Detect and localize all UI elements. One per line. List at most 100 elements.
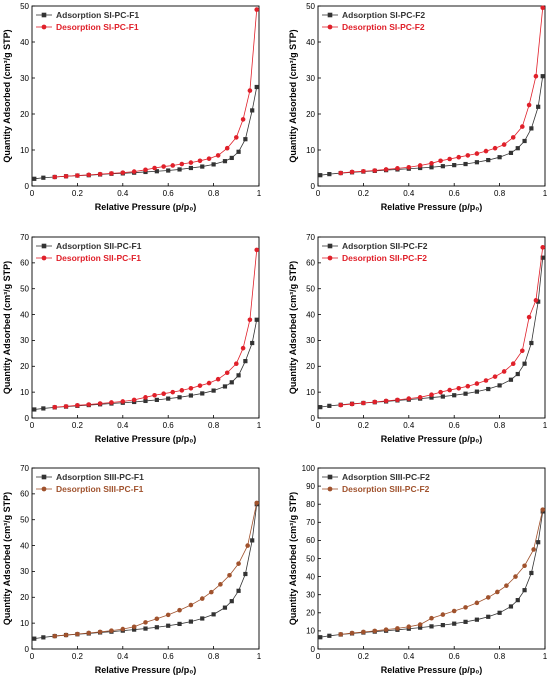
y-tick-label: 10 bbox=[306, 627, 315, 636]
data-point bbox=[438, 158, 443, 164]
data-point bbox=[406, 396, 412, 401]
data-point bbox=[152, 392, 157, 398]
y-tick-label: 50 bbox=[306, 2, 315, 11]
data-point bbox=[132, 627, 137, 632]
data-point bbox=[531, 547, 536, 552]
legend-entry: Adsorption SIII-PC-F2 bbox=[342, 472, 430, 482]
data-point bbox=[179, 161, 185, 167]
data-point bbox=[529, 126, 534, 131]
legend-entry: Desorption SI-PC-F2 bbox=[342, 22, 425, 32]
y-tick-label: 40 bbox=[20, 541, 29, 550]
x-axis-title: Relative Pressure (p/p₀) bbox=[95, 434, 197, 444]
data-point bbox=[250, 108, 255, 113]
legend-marker bbox=[327, 24, 333, 30]
data-point bbox=[222, 159, 228, 164]
data-point bbox=[522, 361, 527, 366]
data-point bbox=[474, 381, 480, 386]
data-point bbox=[229, 155, 234, 161]
data-point bbox=[188, 385, 194, 391]
data-point bbox=[520, 124, 525, 129]
data-point bbox=[188, 165, 193, 171]
data-point bbox=[536, 104, 541, 109]
data-point bbox=[229, 599, 234, 604]
data-point bbox=[465, 383, 471, 389]
data-point bbox=[383, 398, 389, 404]
legend-marker bbox=[41, 243, 47, 249]
series-line bbox=[34, 504, 258, 640]
data-point bbox=[526, 102, 532, 108]
y-tick-label: 60 bbox=[20, 259, 29, 268]
data-point bbox=[41, 175, 46, 180]
x-tick-label: 1 bbox=[257, 652, 262, 661]
data-point bbox=[510, 135, 516, 140]
legend-marker bbox=[327, 474, 333, 480]
data-point bbox=[166, 168, 171, 173]
data-point bbox=[229, 380, 234, 385]
x-tick-label: 0.6 bbox=[163, 189, 175, 198]
data-point bbox=[254, 84, 259, 90]
y-tick-label: 60 bbox=[306, 259, 315, 268]
chart-panel-2: 0 10 20 30 40 50 0 0.2 0.4 0.6 0.8 1 Relative Pressu… bbox=[288, 2, 548, 212]
data-point bbox=[418, 165, 423, 171]
x-tick-label: 0.4 bbox=[117, 421, 129, 430]
data-point bbox=[165, 612, 171, 618]
series-line bbox=[54, 9, 258, 178]
data-point bbox=[395, 626, 400, 631]
series-desorption bbox=[52, 247, 260, 410]
data-point bbox=[327, 633, 332, 638]
series-adsorption bbox=[32, 502, 259, 641]
y-tick-label: 30 bbox=[20, 567, 29, 576]
data-point bbox=[418, 625, 423, 630]
data-point bbox=[429, 165, 434, 170]
y-axis-title: Quantity Adsorbed (cm³/g STP) bbox=[2, 29, 12, 162]
data-point bbox=[522, 588, 527, 593]
data-point bbox=[166, 623, 171, 628]
x-tick-label: 0.8 bbox=[494, 189, 506, 198]
data-point bbox=[177, 395, 182, 400]
x-axis-title: Relative Pressure (p/p₀) bbox=[381, 665, 483, 675]
data-point bbox=[361, 168, 366, 174]
series-desorption bbox=[52, 500, 260, 639]
data-point bbox=[536, 540, 541, 545]
data-point bbox=[474, 389, 479, 394]
data-point bbox=[508, 150, 514, 155]
legend-entry: Adsorption SI-PC-F2 bbox=[342, 10, 425, 20]
legend: Adsorption SIII-PC-F2 Desorption SIII-PC-… bbox=[322, 472, 430, 494]
x-tick-label: 0 bbox=[30, 652, 35, 661]
series-line bbox=[340, 7, 544, 174]
data-point bbox=[152, 165, 157, 171]
series-desorption bbox=[338, 245, 546, 408]
data-point bbox=[372, 168, 378, 173]
data-point bbox=[536, 299, 541, 304]
x-tick-label: 1 bbox=[543, 421, 548, 430]
y-axis-title: Quantity Adsorbed (cm³/g STP) bbox=[288, 261, 298, 394]
data-point bbox=[154, 625, 159, 630]
data-point bbox=[211, 612, 216, 617]
data-point bbox=[109, 400, 114, 405]
y-tick-label: 20 bbox=[306, 609, 315, 618]
x-tick-label: 0 bbox=[316, 189, 321, 198]
data-point bbox=[510, 361, 516, 367]
x-tick-label: 0 bbox=[316, 652, 321, 661]
data-point bbox=[188, 160, 194, 165]
data-point bbox=[240, 345, 246, 351]
legend-entry: Adsorption SIII-PC-F1 bbox=[56, 472, 144, 482]
x-tick-label: 0.4 bbox=[117, 652, 129, 661]
data-point bbox=[338, 170, 344, 176]
data-point bbox=[497, 155, 502, 160]
data-point bbox=[131, 397, 137, 403]
y-tick-label: 10 bbox=[20, 146, 29, 155]
x-tick-label: 0 bbox=[316, 421, 321, 430]
x-tick-label: 0.8 bbox=[208, 652, 220, 661]
data-point bbox=[456, 385, 462, 391]
data-point bbox=[383, 627, 389, 632]
data-point bbox=[474, 151, 480, 156]
y-tick-label: 0 bbox=[311, 414, 316, 423]
data-point bbox=[243, 359, 248, 364]
legend-entry: Adsorption SII-PC-F2 bbox=[342, 241, 428, 251]
y-tick-label: 70 bbox=[20, 464, 29, 473]
data-point bbox=[440, 394, 445, 399]
data-point bbox=[429, 624, 434, 629]
y-axis-title: Quantity Adsorbed (cm³/g STP) bbox=[2, 492, 12, 625]
data-point bbox=[318, 405, 323, 410]
